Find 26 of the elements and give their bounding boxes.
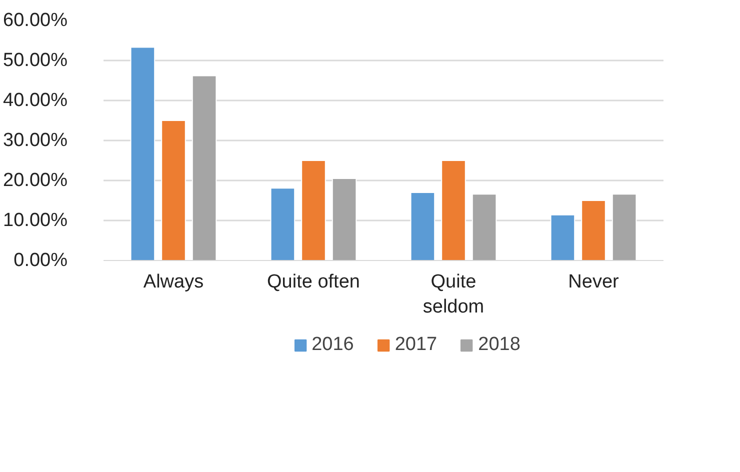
- x-tick-label: Always: [143, 272, 204, 292]
- y-tick-label: 40.00%: [3, 90, 68, 111]
- bar: [130, 46, 156, 260]
- bar: [332, 178, 357, 260]
- x-tick-label: Quite often: [267, 272, 360, 292]
- y-tick-label: 0.00%: [14, 250, 68, 271]
- bar: [550, 214, 576, 260]
- bar: [410, 192, 436, 260]
- y-tick-label: 50.00%: [3, 50, 68, 71]
- y-tick-label: 60.00%: [3, 10, 68, 31]
- legend-label: 2017: [394, 334, 438, 356]
- x-tick-label: Quite seldom: [422, 272, 484, 318]
- legend-label: 2016: [312, 334, 354, 356]
- y-tick-label: 30.00%: [3, 130, 68, 151]
- bar: [270, 188, 296, 260]
- bar: [441, 160, 466, 260]
- y-tick-label: 20.00%: [3, 170, 68, 191]
- bar: [472, 194, 497, 260]
- bar: [192, 75, 217, 260]
- bar: [581, 200, 606, 260]
- bar: [612, 194, 637, 260]
- legend-label: 2018: [478, 334, 520, 356]
- bar: [301, 160, 326, 260]
- y-tick-label: 10.00%: [3, 210, 68, 231]
- bar: [161, 120, 186, 260]
- x-tick-label: Never: [568, 272, 620, 292]
